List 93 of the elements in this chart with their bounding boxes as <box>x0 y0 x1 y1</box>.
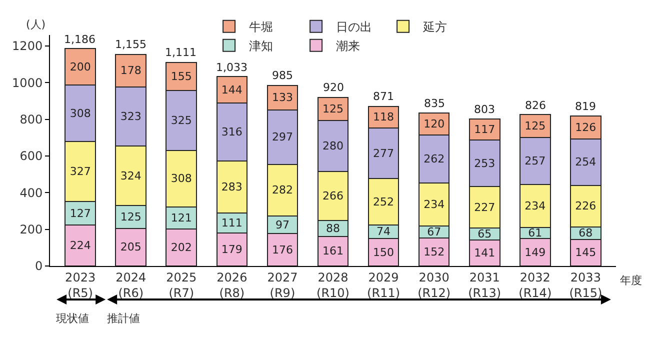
data-label: 161 <box>322 244 344 258</box>
x-tick-label: 2030 (R12) <box>418 270 451 300</box>
data-label: 327 <box>70 165 91 178</box>
y-tick-label: 200 <box>20 222 43 237</box>
data-label: 121 <box>170 211 192 224</box>
legend-label: 潮来 <box>336 39 360 54</box>
total-label: 819 <box>575 100 596 113</box>
data-label: 234 <box>524 200 546 213</box>
total-label: 826 <box>525 99 546 112</box>
x-tick-label: 2023 (R5) <box>65 270 96 300</box>
x-axis-title: 年度 <box>620 274 642 287</box>
data-label: 297 <box>272 130 293 144</box>
data-label: 118 <box>373 110 394 124</box>
total-label: 871 <box>373 90 394 103</box>
x-tick-label: 2031 (R13) <box>468 270 502 300</box>
data-label: 141 <box>474 246 496 260</box>
data-label: 127 <box>70 206 91 220</box>
data-label: 126 <box>575 120 596 134</box>
data-label: 252 <box>373 195 394 208</box>
x-tick-label: 2028 (R10) <box>316 270 350 300</box>
legend-label: 日の出 <box>336 20 372 34</box>
x-tick-label: 2024 (R6) <box>116 270 146 300</box>
data-label: 323 <box>120 110 142 123</box>
y-tick-label: 800 <box>20 112 43 127</box>
x-tick-label: 2033 (R15) <box>569 270 602 300</box>
text: 推計値 <box>107 312 140 325</box>
x-tick-label: 2029 (R11) <box>367 270 400 300</box>
total-label: 1,033 <box>216 61 248 74</box>
data-label: 224 <box>70 238 91 252</box>
data-label: 266 <box>322 189 344 202</box>
data-label: 125 <box>120 210 142 224</box>
total-label: 1,111 <box>165 46 196 59</box>
data-label: 61 <box>528 226 542 240</box>
data-label: 277 <box>373 146 394 160</box>
data-label: 262 <box>424 152 445 166</box>
data-label: 200 <box>70 60 91 74</box>
data-label: 308 <box>70 106 91 120</box>
y-tick-label: 1200 <box>12 39 43 54</box>
data-label: 125 <box>524 120 546 133</box>
x-tick-label: 2027 (R9) <box>267 270 298 300</box>
total-label: 1,155 <box>115 38 146 51</box>
total-label: 835 <box>424 97 445 110</box>
data-label: 111 <box>221 216 242 230</box>
data-label: 144 <box>221 83 242 96</box>
data-label: 68 <box>578 226 593 240</box>
data-label: 316 <box>221 125 242 138</box>
legend-label: 牛堀 <box>249 20 274 34</box>
data-label: 88 <box>326 222 340 235</box>
data-label: 155 <box>170 70 192 84</box>
data-label: 176 <box>272 243 293 256</box>
data-label: 149 <box>524 246 546 259</box>
x-tick-label: 2026 (R8) <box>216 270 248 300</box>
total-label: 1,186 <box>64 33 96 46</box>
data-label: 205 <box>120 240 142 254</box>
y-tick-label: 400 <box>20 186 43 200</box>
data-label: 324 <box>120 169 142 182</box>
x-tick-label: 2032 (R14) <box>518 270 552 300</box>
data-label: 117 <box>474 123 496 136</box>
data-label: 227 <box>474 200 496 214</box>
data-label: 325 <box>170 114 192 128</box>
data-label: 67 <box>427 225 442 238</box>
data-label: 74 <box>376 225 391 238</box>
data-label: 257 <box>524 154 546 168</box>
data-label: 280 <box>322 139 344 152</box>
total-label: 985 <box>272 69 293 82</box>
total-label: 803 <box>474 103 495 116</box>
data-label: 65 <box>478 228 492 241</box>
data-label: 120 <box>424 117 445 130</box>
data-label: 282 <box>272 184 293 197</box>
y-axis-title: (人) <box>26 18 46 31</box>
data-label: 254 <box>575 156 596 169</box>
data-label: 97 <box>275 218 290 232</box>
data-label: 226 <box>575 200 596 213</box>
data-label: 283 <box>221 180 242 194</box>
data-label: 308 <box>170 172 192 186</box>
data-label: 125 <box>322 102 344 116</box>
y-tick-label: 600 <box>20 149 43 164</box>
data-label: 179 <box>221 243 242 256</box>
data-label: 178 <box>120 64 142 78</box>
y-tick-label: 0 <box>34 259 43 274</box>
data-label: 133 <box>272 91 293 104</box>
total-label: 920 <box>323 81 344 94</box>
legend-label: 延方 <box>422 20 448 34</box>
data-label: 152 <box>424 246 445 259</box>
data-label: 253 <box>474 156 496 170</box>
data-label: 234 <box>424 198 445 211</box>
legend-label: 津知 <box>249 39 274 54</box>
x-tick-label: 2025 (R7) <box>166 270 197 300</box>
data-label: 150 <box>373 246 394 259</box>
data-label: 145 <box>575 246 596 260</box>
y-tick-label: 1000 <box>12 76 43 90</box>
data-label: 202 <box>170 240 192 254</box>
text: 現状値 <box>56 312 89 325</box>
